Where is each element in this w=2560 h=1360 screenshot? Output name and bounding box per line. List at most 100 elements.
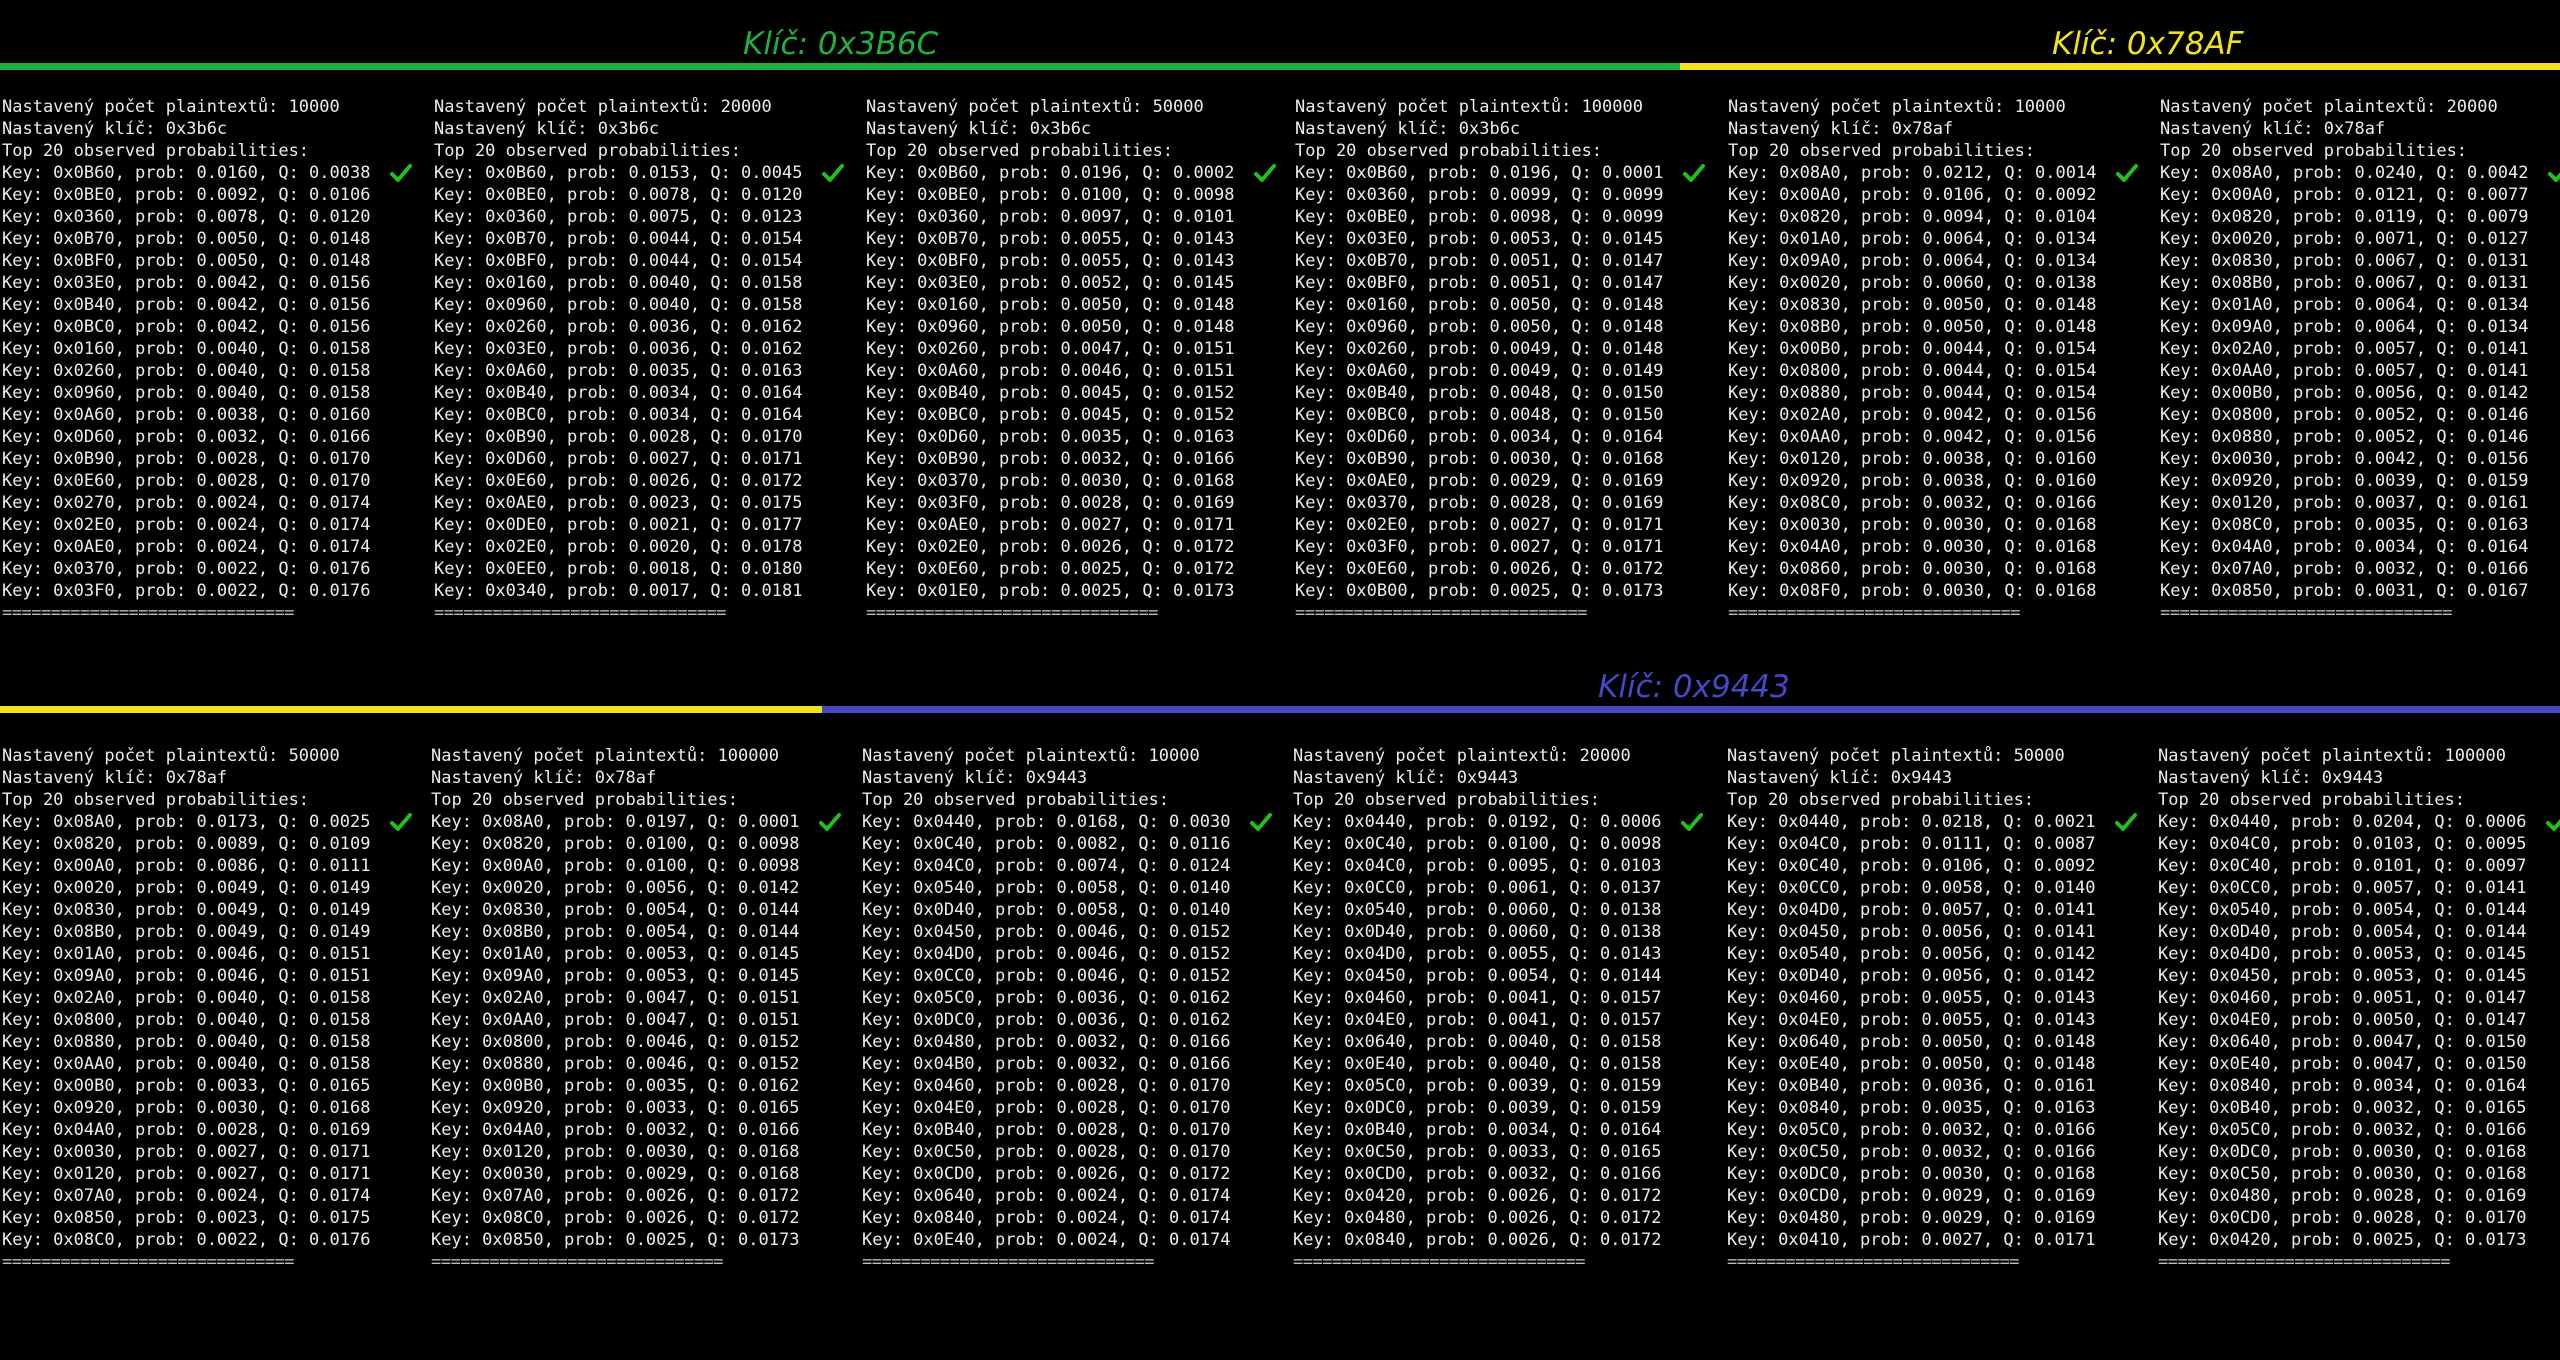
probability-row: Key: 0x07A0, prob: 0.0024, Q: 0.0174: [2, 1185, 406, 1207]
probability-row-text: Key: 0x0A60, prob: 0.0035, Q: 0.0163: [434, 361, 803, 381]
probability-row: Key: 0x0160, prob: 0.0050, Q: 0.0148: [1295, 294, 1699, 316]
probability-row: Key: 0x0440, prob: 0.0192, Q: 0.0006: [1293, 811, 1703, 833]
probability-row: Key: 0x0370, prob: 0.0028, Q: 0.0169: [1295, 492, 1699, 514]
probability-row: Key: 0x02A0, prob: 0.0047, Q: 0.0151: [431, 987, 835, 1009]
probability-row-text: Key: 0x0E40, prob: 0.0040, Q: 0.0158: [1293, 1054, 1662, 1074]
probability-row: Key: 0x09A0, prob: 0.0046, Q: 0.0151: [2, 965, 406, 987]
probability-row-text: Key: 0x0440, prob: 0.0204, Q: 0.0006: [2158, 812, 2527, 832]
probability-row-text: Key: 0x0920, prob: 0.0033, Q: 0.0165: [431, 1098, 800, 1118]
probability-row: Key: 0x0BC0, prob: 0.0048, Q: 0.0150: [1295, 404, 1699, 426]
probability-row: Key: 0x09A0, prob: 0.0064, Q: 0.0134: [1728, 250, 2132, 272]
probability-row: Key: 0x0480, prob: 0.0026, Q: 0.0172: [1293, 1207, 1697, 1229]
probability-row: Key: 0x0B90, prob: 0.0028, Q: 0.0170: [2, 448, 406, 470]
probability-row-text: Key: 0x0B60, prob: 0.0153, Q: 0.0045: [434, 163, 803, 183]
probability-row: Key: 0x0CC0, prob: 0.0058, Q: 0.0140: [1727, 877, 2131, 899]
probability-row: Key: 0x0960, prob: 0.0050, Q: 0.0148: [1295, 316, 1699, 338]
probability-row: Key: 0x0A60, prob: 0.0046, Q: 0.0151: [866, 360, 1270, 382]
probability-row: Key: 0x0CD0, prob: 0.0028, Q: 0.0170: [2158, 1207, 2560, 1229]
probability-row-text: Key: 0x0120, prob: 0.0027, Q: 0.0171: [2, 1164, 371, 1184]
probability-row-text: Key: 0x0260, prob: 0.0049, Q: 0.0148: [1295, 339, 1664, 359]
probability-row-text: Key: 0x0030, prob: 0.0042, Q: 0.0156: [2160, 449, 2529, 469]
probability-row-text: Key: 0x0480, prob: 0.0028, Q: 0.0169: [2158, 1186, 2527, 1206]
probability-row-text: Key: 0x0DC0, prob: 0.0030, Q: 0.0168: [2158, 1142, 2527, 1162]
probability-row: Key: 0x0820, prob: 0.0089, Q: 0.0109: [2, 833, 406, 855]
probability-row: Key: 0x01A0, prob: 0.0046, Q: 0.0151: [2, 943, 406, 965]
probability-row: Key: 0x0480, prob: 0.0029, Q: 0.0169: [1727, 1207, 2131, 1229]
probability-row-text: Key: 0x0BE0, prob: 0.0098, Q: 0.0099: [1295, 207, 1664, 227]
probability-row-text: Key: 0x0030, prob: 0.0029, Q: 0.0168: [431, 1164, 800, 1184]
probability-row-text: Key: 0x0840, prob: 0.0034, Q: 0.0164: [2158, 1076, 2527, 1096]
probability-row-text: Key: 0x04C0, prob: 0.0074, Q: 0.0124: [862, 856, 1231, 876]
probability-row: Key: 0x0AA0, prob: 0.0057, Q: 0.0141: [2160, 360, 2560, 382]
probability-row: Key: 0x0B40, prob: 0.0034, Q: 0.0164: [434, 382, 838, 404]
probability-row-text: Key: 0x0160, prob: 0.0050, Q: 0.0148: [1295, 295, 1664, 315]
probability-row: Key: 0x0C40, prob: 0.0100, Q: 0.0098: [1293, 833, 1697, 855]
probability-row: Key: 0x0DC0, prob: 0.0039, Q: 0.0159: [1293, 1097, 1697, 1119]
probability-row: Key: 0x00A0, prob: 0.0086, Q: 0.0111: [2, 855, 406, 877]
probability-row: Key: 0x0B60, prob: 0.0160, Q: 0.0038: [2, 162, 412, 184]
probability-row-text: Key: 0x0260, prob: 0.0036, Q: 0.0162: [434, 317, 803, 337]
probability-row-text: Key: 0x0B40, prob: 0.0048, Q: 0.0150: [1295, 383, 1664, 403]
probability-row-text: Key: 0x03F0, prob: 0.0022, Q: 0.0176: [2, 581, 371, 601]
probability-row: Key: 0x0370, prob: 0.0030, Q: 0.0168: [866, 470, 1270, 492]
plaintext-count-line: Nastavený počet plaintextů: 50000: [1727, 746, 2065, 766]
probability-row: Key: 0x0640, prob: 0.0047, Q: 0.0150: [2158, 1031, 2560, 1053]
probability-row-text: Key: 0x0AE0, prob: 0.0027, Q: 0.0171: [866, 515, 1235, 535]
probability-row: Key: 0x03F0, prob: 0.0022, Q: 0.0176: [2, 580, 406, 602]
probability-row-text: Key: 0x0960, prob: 0.0050, Q: 0.0148: [1295, 317, 1664, 337]
separator-line: ==============================: [2, 603, 295, 623]
probability-row-text: Key: 0x02A0, prob: 0.0057, Q: 0.0141: [2160, 339, 2529, 359]
set-key-line: Nastavený klíč: 0x78af: [1728, 119, 1954, 139]
probability-row: Key: 0x08A0, prob: 0.0197, Q: 0.0001: [431, 811, 841, 833]
probability-row-text: Key: 0x0CD0, prob: 0.0032, Q: 0.0166: [1293, 1164, 1662, 1184]
probability-row-text: Key: 0x0270, prob: 0.0024, Q: 0.0174: [2, 493, 371, 513]
probability-row: Key: 0x0BF0, prob: 0.0055, Q: 0.0143: [866, 250, 1270, 272]
probability-row-text: Key: 0x0E40, prob: 0.0024, Q: 0.0174: [862, 1230, 1231, 1250]
probability-row-text: Key: 0x0B40, prob: 0.0045, Q: 0.0152: [866, 383, 1235, 403]
probability-row-text: Key: 0x0820, prob: 0.0094, Q: 0.0104: [1728, 207, 2097, 227]
probability-row: Key: 0x0E60, prob: 0.0026, Q: 0.0172: [434, 470, 838, 492]
set-key-line: Nastavený klíč: 0x9443: [1727, 768, 1953, 788]
probability-row-text: Key: 0x0AA0, prob: 0.0040, Q: 0.0158: [2, 1054, 371, 1074]
set-key-line: Nastavený klíč: 0x3b6c: [866, 119, 1092, 139]
probability-row: Key: 0x0440, prob: 0.0168, Q: 0.0030: [862, 811, 1272, 833]
probability-row: Key: 0x04A0, prob: 0.0028, Q: 0.0169: [2, 1119, 406, 1141]
probability-row: Key: 0x0830, prob: 0.0067, Q: 0.0131: [2160, 250, 2560, 272]
probability-row: Key: 0x0020, prob: 0.0071, Q: 0.0127: [2160, 228, 2560, 250]
probability-row: Key: 0x0B70, prob: 0.0051, Q: 0.0147: [1295, 250, 1699, 272]
probability-row-text: Key: 0x00B0, prob: 0.0044, Q: 0.0154: [1728, 339, 2097, 359]
probability-row-text: Key: 0x0960, prob: 0.0040, Q: 0.0158: [434, 295, 803, 315]
probability-row: Key: 0x08C0, prob: 0.0035, Q: 0.0163: [2160, 514, 2560, 536]
probability-row-text: Key: 0x07A0, prob: 0.0032, Q: 0.0166: [2160, 559, 2529, 579]
probability-row: Key: 0x0450, prob: 0.0056, Q: 0.0141: [1727, 921, 2131, 943]
probability-row: Key: 0x0120, prob: 0.0030, Q: 0.0168: [431, 1141, 835, 1163]
probability-row: Key: 0x08B0, prob: 0.0067, Q: 0.0131: [2160, 272, 2560, 294]
probability-row: Key: 0x0E40, prob: 0.0024, Q: 0.0174: [862, 1229, 1266, 1251]
probability-row: Key: 0x0020, prob: 0.0056, Q: 0.0142: [431, 877, 835, 899]
probability-row: Key: 0x02A0, prob: 0.0040, Q: 0.0158: [2, 987, 406, 1009]
checkmark-icon: [390, 813, 412, 831]
probability-row: Key: 0x01A0, prob: 0.0064, Q: 0.0134: [2160, 294, 2560, 316]
probability-row: Key: 0x0BC0, prob: 0.0042, Q: 0.0156: [2, 316, 406, 338]
result-panel: Nastavený počet plaintextů: 10000 Nastave…: [1728, 96, 2138, 624]
probability-row: Key: 0x0AE0, prob: 0.0023, Q: 0.0175: [434, 492, 838, 514]
probability-row-text: Key: 0x02A0, prob: 0.0040, Q: 0.0158: [2, 988, 371, 1008]
probability-row: Key: 0x04D0, prob: 0.0053, Q: 0.0145: [2158, 943, 2560, 965]
probability-row: Key: 0x04E0, prob: 0.0041, Q: 0.0157: [1293, 1009, 1697, 1031]
probability-row-text: Key: 0x0C40, prob: 0.0082, Q: 0.0116: [862, 834, 1231, 854]
top-probabilities-heading: Top 20 observed probabilities:: [1293, 790, 1601, 810]
probability-row: Key: 0x0020, prob: 0.0060, Q: 0.0138: [1728, 272, 2132, 294]
probability-row: Key: 0x0960, prob: 0.0040, Q: 0.0158: [2, 382, 406, 404]
probability-row: Key: 0x0B90, prob: 0.0032, Q: 0.0166: [866, 448, 1270, 470]
probability-row: Key: 0x04B0, prob: 0.0032, Q: 0.0166: [862, 1053, 1266, 1075]
probability-row: Key: 0x0C40, prob: 0.0101, Q: 0.0097: [2158, 855, 2560, 877]
probability-row-text: Key: 0x0BF0, prob: 0.0050, Q: 0.0148: [2, 251, 371, 271]
probability-row-text: Key: 0x0DC0, prob: 0.0036, Q: 0.0162: [862, 1010, 1231, 1030]
probability-row: Key: 0x0DC0, prob: 0.0036, Q: 0.0162: [862, 1009, 1266, 1031]
probability-row-text: Key: 0x0D40, prob: 0.0056, Q: 0.0142: [1727, 966, 2096, 986]
probability-row-text: Key: 0x0E60, prob: 0.0028, Q: 0.0170: [2, 471, 371, 491]
probability-row-text: Key: 0x0BE0, prob: 0.0092, Q: 0.0106: [2, 185, 371, 205]
probability-row: Key: 0x0CD0, prob: 0.0029, Q: 0.0169: [1727, 1185, 2131, 1207]
probability-row: Key: 0x0B40, prob: 0.0045, Q: 0.0152: [866, 382, 1270, 404]
probability-row: Key: 0x0850, prob: 0.0023, Q: 0.0175: [2, 1207, 406, 1229]
